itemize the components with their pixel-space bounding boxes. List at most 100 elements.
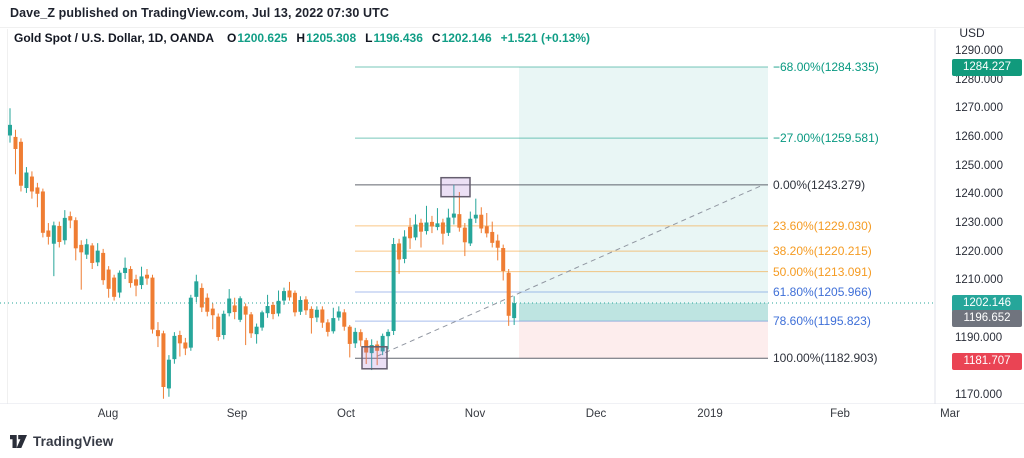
candle-body	[287, 290, 292, 298]
candle-body	[172, 335, 177, 360]
candle-body	[468, 218, 473, 244]
candle-body	[51, 225, 56, 244]
candle-body	[221, 313, 226, 336]
price-tick-1270: 1270.000	[955, 102, 1003, 115]
high-value: 1205.308	[306, 31, 357, 45]
tradingview-brand[interactable]: TradingView	[33, 434, 114, 449]
candle-body	[254, 326, 259, 335]
candle-body	[79, 244, 84, 253]
candle-body	[243, 306, 248, 315]
candle-body	[260, 312, 265, 328]
candle-body	[95, 250, 100, 263]
candle-body	[435, 223, 440, 228]
candle-body	[479, 214, 484, 229]
candle-body	[271, 304, 276, 315]
candle-body	[145, 274, 149, 279]
candle-body	[150, 277, 155, 330]
fib-level-label-100.00[interactable]: 100.00%(1182.903)	[773, 351, 878, 366]
price-tick-1240: 1240.000	[955, 188, 1003, 201]
candle-body	[397, 243, 402, 260]
candle-body	[13, 136, 18, 149]
time-label-Mar: Mar	[940, 408, 960, 420]
candle-body	[369, 345, 374, 354]
fib-anchor-handle-1[interactable]	[361, 346, 388, 370]
candle-body	[210, 308, 215, 316]
candle-body	[473, 214, 478, 219]
candle-body	[199, 287, 204, 308]
candle-body	[265, 306, 270, 314]
price-tick-1190: 1190.000	[955, 331, 1003, 344]
candle-body	[177, 335, 182, 344]
candle-body	[112, 277, 117, 297]
candle-body	[282, 291, 286, 301]
candle-body	[232, 305, 237, 313]
candle-body	[205, 297, 210, 312]
open-value: 1200.625	[237, 31, 288, 45]
fib-level-label-78.60[interactable]: 78.60%(1195.823)	[773, 314, 871, 329]
price-tick-1280: 1280.000	[955, 73, 1003, 86]
fib-zone-2	[519, 321, 768, 359]
fib-level-label-23.60[interactable]: 23.60%(1229.030)	[773, 218, 872, 233]
fib-level-label-50.00[interactable]: 50.00%(1213.091)	[773, 264, 872, 279]
candle-body	[57, 225, 62, 242]
candle-body	[512, 303, 517, 319]
fib-level-label-0.00[interactable]: 0.00%(1243.279)	[773, 177, 866, 192]
fib-level-label--27.00[interactable]: −27.00%(1259.581)	[773, 131, 879, 146]
candle-body	[292, 292, 297, 313]
fib-level-label-61.80[interactable]: 61.80%(1205.966)	[773, 285, 872, 300]
candle-body	[495, 240, 500, 248]
candle-body	[139, 276, 144, 286]
time-label-Aug: Aug	[97, 408, 119, 420]
price-tick-1290: 1290.000	[955, 44, 1003, 57]
candle-body	[336, 311, 341, 318]
candle-body	[238, 298, 243, 320]
fib-zone-1	[519, 303, 768, 322]
candle-body	[386, 331, 391, 337]
symbol-title[interactable]: Gold Spot / U.S. Dollar, 1D, OANDA	[14, 31, 215, 45]
attribution-text: Dave_Z published on TradingView.com, Jul…	[10, 6, 389, 20]
chart-canvas[interactable]	[0, 27, 1024, 404]
candle-body	[347, 326, 352, 344]
candle-body	[117, 272, 122, 293]
price-tick-1210: 1210.000	[955, 274, 1003, 287]
price-badge-1284.227: 1284.227	[952, 58, 1022, 76]
candle-body	[303, 299, 308, 311]
candle-body	[166, 359, 171, 389]
candle-body	[29, 176, 34, 192]
fib-anchor-handle-0[interactable]	[440, 176, 471, 198]
time-label-2019: 2019	[697, 408, 723, 420]
candle-body	[155, 330, 160, 337]
candle-body	[24, 172, 29, 189]
candle-body	[413, 224, 418, 238]
candle-body	[490, 231, 495, 243]
price-tick-1250: 1250.000	[955, 159, 1003, 172]
open-letter: O	[227, 31, 237, 45]
candle-body	[68, 216, 73, 221]
price-tick-1260: 1260.000	[955, 130, 1003, 143]
time-label-Dec: Dec	[585, 408, 607, 420]
fib-trendline[interactable]	[376, 184, 764, 357]
candle-body	[325, 322, 330, 332]
tradingview-logo-icon[interactable]	[10, 434, 27, 449]
close-letter: C	[431, 31, 441, 45]
fib-level-label--68.00[interactable]: −68.00%(1284.335)	[773, 60, 879, 75]
candle-body	[40, 191, 45, 233]
ohlc-open: O1200.625	[227, 31, 287, 45]
candle-body	[298, 299, 303, 312]
chart-area[interactable]: Gold Spot / U.S. Dollar, 1D, OANDA O1200…	[0, 26, 1024, 420]
candle-body	[276, 300, 281, 314]
candle-body	[440, 222, 445, 234]
candle-body	[501, 248, 506, 271]
fib-zone-0	[519, 67, 768, 322]
ohlc-close: C1202.146	[432, 31, 492, 45]
candle-body	[462, 227, 467, 243]
candle-body	[446, 217, 451, 233]
price-tick-1170: 1170.000	[955, 389, 1003, 402]
candle-body	[309, 308, 314, 319]
candle-body	[506, 272, 511, 316]
candle-body	[391, 244, 396, 331]
fib-level-label-38.20[interactable]: 38.20%(1220.215)	[773, 244, 872, 259]
candle-body	[320, 309, 325, 323]
candle-body	[419, 222, 423, 232]
